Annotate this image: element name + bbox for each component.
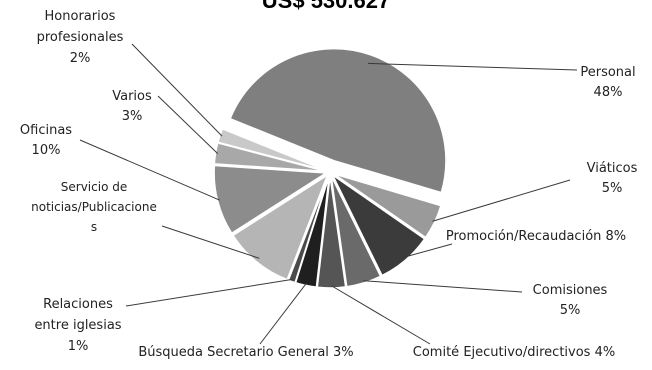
label-comite-line-0: Comité Ejecutivo/directivos 4% xyxy=(413,345,615,360)
leader-line-promocion xyxy=(403,243,453,258)
leader-line-varios xyxy=(157,95,219,155)
leader-line-oficinas xyxy=(79,139,220,201)
label-oficinas: Oficinas 10% xyxy=(20,123,72,158)
label-oficinas-line-1: 10% xyxy=(32,143,61,158)
label-honorarios-line-1: profesionales xyxy=(37,30,124,45)
leader-line-comite xyxy=(331,285,431,345)
label-honorarios: Honorarios profesionales 2% xyxy=(37,9,124,66)
pie-slice-honorarios-profesionales xyxy=(216,127,327,172)
label-personal-line-0: Personal xyxy=(580,65,635,80)
label-servicio: Servicio de noticias/Publicacione s xyxy=(31,180,157,234)
leader-lines xyxy=(79,43,578,345)
label-varios-line-0: Varios xyxy=(112,89,152,104)
label-relaciones: Relaciones entre iglesias 1% xyxy=(34,297,121,354)
leader-line-honorarios xyxy=(131,43,223,137)
label-viaticos: Viáticos 5% xyxy=(587,161,638,196)
label-relaciones-line-2: 1% xyxy=(68,339,89,354)
label-viaticos-line-1: 5% xyxy=(602,181,623,196)
leader-line-servicio xyxy=(161,225,260,259)
leader-line-personal xyxy=(367,62,578,71)
label-comisiones-line-0: Comisiones xyxy=(533,283,608,298)
label-viaticos-line-0: Viáticos xyxy=(587,161,638,176)
leader-line-comisiones xyxy=(363,280,523,293)
label-servicio-line-0: Servicio de xyxy=(61,180,127,194)
chart-title: US$ 530.627 xyxy=(262,0,390,13)
pie-slice-comit-ejecutivo-directivos xyxy=(316,175,347,289)
label-comisiones-line-1: 5% xyxy=(560,303,581,318)
label-promocion-line-0: Promoción/Recaudación 8% xyxy=(446,229,626,244)
label-busqueda: Búsqueda Secretario General 3% xyxy=(138,345,353,360)
label-oficinas-line-0: Oficinas xyxy=(20,123,72,138)
pie-slice-oficinas xyxy=(213,164,329,235)
label-honorarios-line-2: 2% xyxy=(70,51,91,66)
leader-line-relaciones xyxy=(125,278,293,307)
pie-slices xyxy=(213,47,447,289)
pie-slice-servicio-de-noticias-publicaciones xyxy=(232,173,329,281)
label-personal-line-1: 48% xyxy=(594,85,623,100)
label-promocion: Promoción/Recaudación 8% xyxy=(446,229,626,244)
label-servicio-line-2: s xyxy=(91,220,97,234)
label-servicio-line-1: noticias/Publicacione xyxy=(31,200,157,214)
pie-slice-vi-ticos xyxy=(333,173,442,239)
pie-slice-comisiones xyxy=(330,175,382,288)
slice-labels: Personal 48% Viáticos 5% Promoción/Recaudaci… xyxy=(20,9,638,360)
pie-slice-personal xyxy=(229,47,447,194)
leader-line-busqueda xyxy=(259,282,307,345)
leader-line-viaticos xyxy=(432,179,571,222)
label-varios: Varios 3% xyxy=(112,89,152,124)
label-relaciones-line-0: Relaciones xyxy=(43,297,113,312)
label-comisiones: Comisiones 5% xyxy=(533,283,608,318)
label-honorarios-line-0: Honorarios xyxy=(45,9,116,24)
label-comite: Comité Ejecutivo/directivos 4% xyxy=(413,345,615,360)
label-relaciones-line-1: entre iglesias xyxy=(34,318,121,333)
label-busqueda-line-0: Búsqueda Secretario General 3% xyxy=(138,345,353,360)
label-varios-line-1: 3% xyxy=(122,109,143,124)
label-personal: Personal 48% xyxy=(580,65,635,100)
pie-slice-promoci-n-recaudaci-n xyxy=(330,172,426,277)
